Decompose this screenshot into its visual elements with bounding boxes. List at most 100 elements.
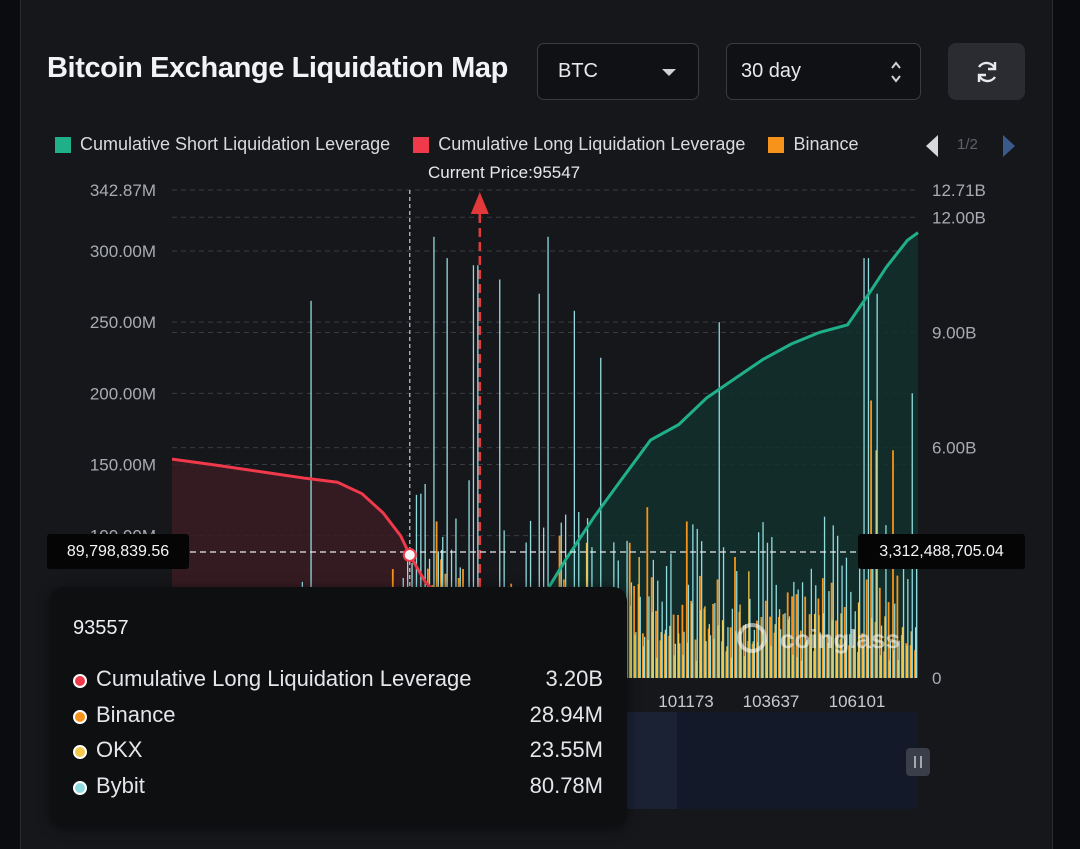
bar-okx: [818, 615, 820, 679]
bar-okx: [796, 656, 798, 679]
bar-bybit: [806, 639, 808, 678]
bar-bybit: [784, 613, 786, 679]
bar-bybit: [863, 258, 865, 679]
y-right-tick-label: 0: [932, 669, 941, 688]
y-left-tick-label: 150.00M: [90, 456, 156, 475]
bar-okx: [752, 641, 754, 679]
legend-pager: 1/2: [920, 133, 1020, 159]
long-line: [171, 457, 462, 626]
bar-bybit: [573, 310, 575, 678]
watermark-logo: [737, 623, 767, 653]
tooltip-value-long: 3.20B: [545, 666, 604, 691]
bar-bybit: [538, 293, 540, 679]
legend-item-long[interactable]: Cumulative Long Liquidation Leverage: [413, 134, 745, 155]
bar-binance: [878, 587, 881, 679]
coin-select[interactable]: BTC: [537, 43, 699, 100]
tooltip-value-okx: 23.55M: [529, 737, 603, 762]
bar-okx: [638, 557, 640, 679]
range-select[interactable]: 30 day: [726, 43, 921, 100]
bar-okx: [713, 638, 715, 678]
legend-swatch-long: [413, 136, 430, 153]
tooltip-dot-bybit: [73, 781, 87, 795]
bar-okx: [906, 645, 908, 678]
bar-bybit: [420, 493, 422, 678]
legend-swatch-short: [55, 136, 71, 153]
bar-bybit: [648, 596, 650, 678]
bar-okx: [717, 625, 719, 679]
tooltip-value-binance: 28.94M: [529, 702, 603, 727]
bar-bybit: [828, 591, 830, 678]
legend-item-short[interactable]: Cumulative Short Liquidation Leverage: [55, 134, 390, 155]
bar-binance: [734, 557, 736, 679]
legend-label-long: Cumulative Long Liquidation Leverage: [438, 134, 746, 154]
bar-bybit: [902, 560, 905, 678]
bar-binance: [800, 630, 802, 678]
tooltip-dot-long: [73, 674, 87, 688]
bar-bybit: [898, 640, 900, 678]
bar-bybit: [665, 566, 668, 679]
watermark-text: coinglass: [780, 624, 900, 654]
refresh-button[interactable]: [948, 43, 1025, 100]
bar-binance: [650, 577, 653, 678]
bar-binance: [681, 604, 684, 678]
bar-bybit: [657, 580, 659, 679]
bar-bybit: [788, 616, 791, 679]
bar-okx: [691, 603, 693, 678]
bar-bybit: [705, 641, 707, 679]
bar-binance: [659, 640, 662, 679]
bar-bybit: [907, 579, 909, 678]
bar-okx: [862, 646, 864, 679]
bar-bybit: [499, 279, 501, 678]
bar-bybit: [867, 258, 870, 679]
y-left-tick-label: 342.87M: [90, 181, 156, 200]
legend-label-short: Cumulative Short Liquidation Leverage: [80, 134, 391, 154]
zoom-handle: [906, 748, 930, 776]
y-right-tick-label: 9.00B: [932, 323, 976, 342]
bar-bybit: [639, 596, 641, 678]
chevron-down-icon: [662, 69, 676, 76]
bar-okx: [853, 629, 855, 678]
bar-bybit: [841, 565, 843, 678]
bar-bybit: [797, 589, 799, 679]
tooltip-label-okx: OKX: [96, 737, 143, 762]
bar-binance: [887, 602, 890, 678]
bar-okx: [787, 619, 789, 678]
bar-bybit: [709, 635, 712, 679]
tooltip-row-bybit: Bybit 80.78M: [73, 773, 603, 803]
bar-bybit: [916, 547, 918, 678]
bar-okx: [884, 616, 886, 678]
bar-binance: [672, 614, 675, 679]
bar-bybit: [823, 516, 826, 678]
up-down-icon: [891, 61, 901, 83]
y-right-tick-label: 6.00B: [932, 439, 976, 458]
y-left-tick-label: 250.00M: [90, 313, 156, 332]
bar-okx: [629, 605, 631, 678]
bar-okx: [866, 646, 868, 678]
tooltip-dot-okx: [73, 745, 87, 759]
legend-prev-button[interactable]: [924, 134, 940, 158]
bar-okx: [656, 657, 658, 678]
bar-okx: [634, 634, 636, 679]
legend-item-binance[interactable]: Binance: [768, 134, 859, 155]
tooltip-title: 93557: [73, 617, 129, 639]
bar-okx: [814, 613, 816, 679]
bar-bybit: [722, 547, 725, 679]
legend-next-button[interactable]: [1001, 134, 1017, 158]
legend-page-indicator: 1/2: [957, 136, 978, 153]
bar-okx: [831, 619, 833, 679]
range-select-value: 30 day: [741, 60, 802, 82]
short-area: [509, 232, 918, 678]
bar-binance: [896, 575, 899, 679]
crosshair-point: [402, 548, 417, 562]
y-right-tick-label: 12.71B: [932, 181, 986, 200]
bar-bybit: [762, 522, 764, 679]
bar-bybit: [727, 627, 729, 678]
refresh-icon: [977, 61, 996, 82]
bar-bybit: [876, 293, 878, 679]
bar-bybit: [780, 629, 782, 679]
bar-bybit: [872, 557, 874, 678]
bar-okx: [743, 656, 746, 679]
bar-binance: [826, 634, 829, 678]
bar-okx: [735, 631, 737, 679]
bar-bybit: [415, 494, 418, 679]
